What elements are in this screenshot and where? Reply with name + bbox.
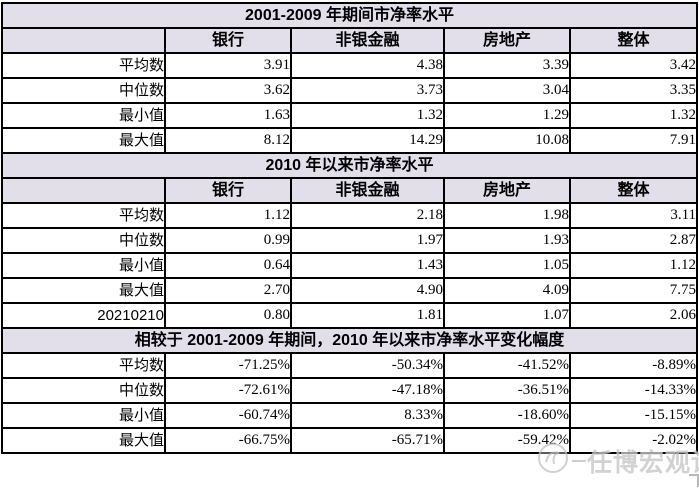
cell-value: -50.34% [290,352,445,379]
row-label: 最大值 [1,127,166,154]
cell-value: -41.52% [443,352,571,379]
row-label: 最大值 [1,427,166,454]
cell-value: -59.42% [443,427,571,454]
table-row: 20210210 0.80 1.81 1.07 2.06 [1,302,699,329]
column-header-empty [1,177,166,204]
cell-value: 1.12 [164,202,292,229]
cell-value: 0.99 [164,227,292,254]
cell-value: 3.11 [568,202,699,229]
cell-value: 4.38 [290,52,445,79]
cell-value: 1.07 [443,302,571,329]
row-label: 最大值 [1,277,166,304]
table-row: 最小值 0.64 1.43 1.05 1.12 [1,252,699,279]
cell-value: 2.70 [164,277,292,304]
section-2-header-row: 银行 非银金融 房地产 整体 [1,177,699,204]
cell-value: 3.04 [443,77,571,104]
cell-value: 1.93 [443,227,571,254]
column-header-overall: 整体 [568,177,699,204]
row-label: 最小值 [1,102,166,129]
column-header-bank: 银行 [164,27,292,54]
cell-value: -60.74% [164,402,292,429]
cell-value: -15.15% [568,402,699,429]
cell-value: 1.05 [443,252,571,279]
cell-value: -18.60% [443,402,571,429]
section-3-title: 相较于 2001-2009 年期间，2010 年以来市净率水平变化幅度 [0,327,699,354]
row-label: 中位数 [1,227,166,254]
cell-value: 3.42 [568,52,699,79]
cell-value: 7.91 [568,127,699,154]
cell-value: -8.89% [568,352,699,379]
cell-value: 10.08 [443,127,571,154]
watermark-dash [572,459,586,462]
cell-value: 3.91 [164,52,292,79]
column-header-nonbank: 非银金融 [290,27,445,54]
table-row: 最小值 1.63 1.32 1.29 1.32 [1,102,699,129]
pb-ratio-table: 2001-2009 年期间市净率水平 银行 非银金融 房地产 整体 平均数 3.… [0,2,699,454]
row-label: 平均数 [1,352,166,379]
cell-value: -71.25% [164,352,292,379]
column-header-empty [1,27,166,54]
row-label: 20210210 [1,302,166,329]
table-row: 中位数 0.99 1.97 1.93 2.87 [1,227,699,254]
cell-value: 1.32 [568,102,699,129]
cell-value: 1.43 [290,252,445,279]
cell-value: 1.98 [443,202,571,229]
cell-value: 14.29 [290,127,445,154]
cell-value: 4.09 [443,277,571,304]
column-header-realestate: 房地产 [443,27,571,54]
cell-value: 2.06 [568,302,699,329]
row-label: 平均数 [1,202,166,229]
section-2-title: 2010 年以来市净率水平 [0,152,699,179]
corner-bracket-mark [689,474,699,487]
cell-value: 0.64 [164,252,292,279]
cell-value: 1.81 [290,302,445,329]
row-label: 最小值 [1,252,166,279]
table-row: 最大值 8.12 14.29 10.08 7.91 [1,127,699,154]
cell-value: 2.87 [568,227,699,254]
cell-value: 0.80 [164,302,292,329]
table-row: 最大值 -66.75% -65.71% -59.42% -2.02% [1,427,699,454]
cell-value: 1.12 [568,252,699,279]
cell-value: 1.32 [290,102,445,129]
cell-value: -36.51% [443,377,571,404]
column-header-nonbank: 非银金融 [290,177,445,204]
column-header-bank: 银行 [164,177,292,204]
cell-value: -65.71% [290,427,445,454]
cell-value: -47.18% [290,377,445,404]
table-row: 平均数 -71.25% -50.34% -41.52% -8.89% [1,352,699,379]
cell-value: 1.97 [290,227,445,254]
row-label: 中位数 [1,377,166,404]
row-label: 最小值 [1,402,166,429]
column-header-realestate: 房地产 [443,177,571,204]
row-label: 平均数 [1,52,166,79]
cell-value: 3.62 [164,77,292,104]
cell-value: 8.12 [164,127,292,154]
cell-value: -14.33% [568,377,699,404]
cell-value: -66.75% [164,427,292,454]
section-2-title-row: 2010 年以来市净率水平 [0,152,699,179]
cell-value: -2.02% [568,427,699,454]
cell-value: 3.73 [290,77,445,104]
table-row: 中位数 -72.61% -47.18% -36.51% -14.33% [1,377,699,404]
table-row: 最小值 -60.74% 8.33% -18.60% -15.15% [1,402,699,429]
cell-value: 3.35 [568,77,699,104]
section-3-title-row: 相较于 2001-2009 年期间，2010 年以来市净率水平变化幅度 [0,327,699,354]
section-1-title-row: 2001-2009 年期间市净率水平 [0,2,699,29]
column-header-overall: 整体 [568,27,699,54]
cell-value: 4.90 [290,277,445,304]
cell-value: 3.39 [443,52,571,79]
cell-value: 8.33% [290,402,445,429]
row-label: 中位数 [1,77,166,104]
section-1-header-row: 银行 非银金融 房地产 整体 [1,27,699,54]
table-row: 平均数 1.12 2.18 1.98 3.11 [1,202,699,229]
table-row: 平均数 3.91 4.38 3.39 3.42 [1,52,699,79]
cell-value: -72.61% [164,377,292,404]
cell-value: 1.63 [164,102,292,129]
cell-value: 2.18 [290,202,445,229]
table-row: 最大值 2.70 4.90 4.09 7.75 [1,277,699,304]
table-row: 中位数 3.62 3.73 3.04 3.35 [1,77,699,104]
cell-value: 1.29 [443,102,571,129]
cell-value: 7.75 [568,277,699,304]
section-1-title: 2001-2009 年期间市净率水平 [0,2,699,29]
